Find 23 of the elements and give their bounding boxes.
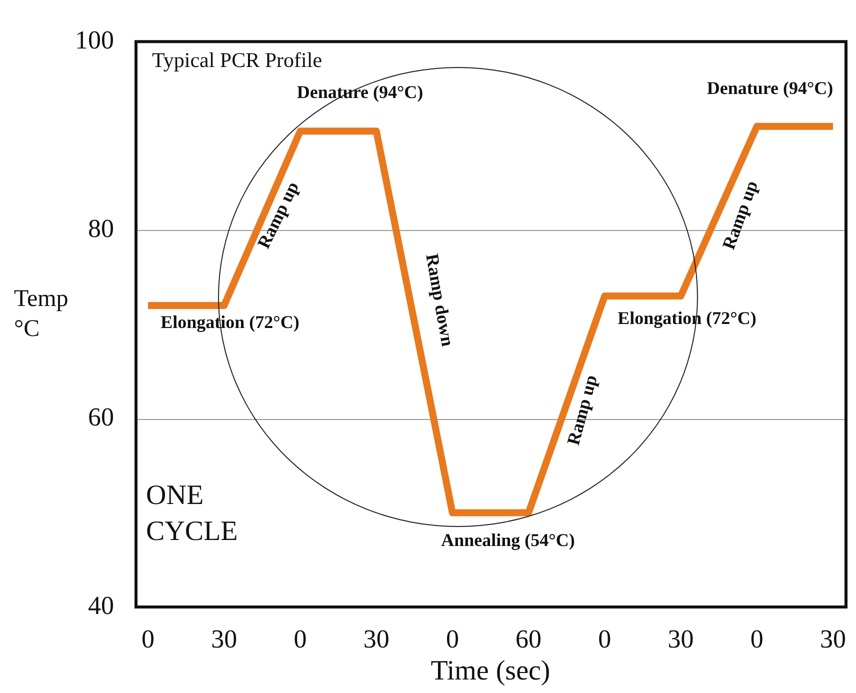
- annotation: Ramp down: [422, 252, 458, 348]
- annotation: Denature (94°C): [706, 78, 834, 98]
- y-tick-label: 100: [75, 25, 114, 54]
- x-axis-title: Time (sec): [430, 656, 550, 687]
- annotation: ONE CYCLE: [146, 479, 239, 549]
- y-tick-label: 80: [88, 214, 114, 243]
- x-tick-label: 30: [211, 624, 238, 654]
- x-tick-label: 60: [516, 624, 542, 654]
- x-tick-label: 30: [668, 624, 694, 654]
- annotation: Ramp up: [718, 178, 762, 252]
- y-tick-label: 60: [88, 402, 114, 432]
- y-axis-title: Temp °C: [14, 285, 70, 344]
- x-tick-label: 30: [820, 624, 846, 654]
- annotation: Ramp up: [563, 372, 601, 448]
- x-tick-label: 0: [750, 624, 764, 654]
- x-tick-label: 0: [142, 624, 154, 654]
- y-tick-label: 40: [88, 590, 114, 620]
- x-tick-label: 0: [598, 624, 612, 654]
- annotation: Annealing (54°C): [441, 530, 575, 550]
- x-tick-label: 0: [446, 624, 459, 654]
- x-tick-label: 0: [294, 624, 307, 654]
- chart-title: Typical PCR Profile: [152, 48, 322, 73]
- x-tick-label: 30: [363, 624, 390, 654]
